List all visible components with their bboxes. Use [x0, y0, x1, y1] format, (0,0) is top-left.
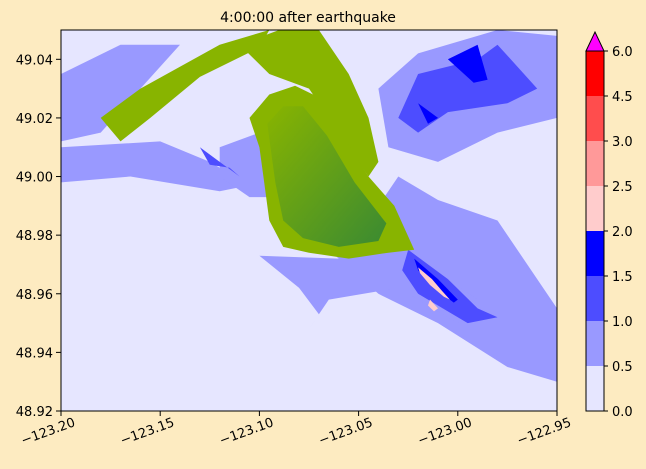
deep-flow-zone-1: [414, 258, 458, 303]
x-tick-label: −123.20: [19, 415, 77, 448]
shallow-flow-zone-2: [61, 141, 250, 192]
high-flow-layer: [418, 267, 450, 312]
colorbar-segment: [586, 231, 604, 276]
colorbar-label: 1.5: [612, 270, 633, 285]
high-flow-zone-1: [418, 267, 450, 300]
land-strip: [100, 30, 270, 142]
x-axis: −123.20 −123.15 −123.10 −123.05 −123.00 −122.…: [19, 411, 573, 449]
x-tick-label: −123.00: [416, 415, 474, 448]
depth-map: [61, 30, 557, 382]
high-flow-zone-2: [428, 299, 438, 312]
colorbar-segment: [586, 141, 604, 186]
colorbar-label: 0.0: [612, 405, 633, 420]
colorbar-label: 0.5: [612, 360, 633, 375]
colorbar-label: 4.5: [612, 90, 633, 105]
deep-flow-zone-2: [447, 44, 488, 83]
colorbar-label: 2.5: [612, 180, 633, 195]
y-tick-label: 48.94: [16, 346, 53, 361]
mid-flow-zone-1: [402, 249, 498, 324]
y-tick-label: 49.04: [16, 53, 53, 68]
plot-frame: [60, 29, 558, 412]
colorbar-extend-triangle: [585, 30, 605, 52]
colorbar-segment: [586, 276, 604, 321]
colorbar-segment: [586, 96, 604, 141]
mid-flow-zone-2: [398, 44, 538, 133]
colorbar-label: 2.0: [612, 225, 633, 240]
y-tick-label: 48.92: [16, 405, 53, 420]
x-tick-label: −122.95: [515, 415, 573, 448]
y-tick-label: 49.02: [16, 112, 53, 127]
y-tick-label: 48.96: [16, 288, 53, 303]
mid-flow-layer: [199, 44, 538, 324]
x-tick-label: −123.15: [118, 415, 176, 448]
colorbar-segment: [586, 366, 604, 411]
shallow-flow-zone-1: [61, 44, 180, 142]
land-island-core: [267, 106, 387, 247]
land-north-arm: [239, 30, 379, 177]
colorbar-label: 3.0: [612, 135, 633, 150]
y-axis: 48.92 48.94 48.96 48.98 49.00 49.02 49.04: [16, 53, 61, 420]
x-tick-label: −123.10: [218, 415, 276, 448]
x-tick-label: −123.05: [317, 415, 375, 448]
y-tick-label: 48.98: [16, 229, 53, 244]
chart-title: 4:00:00 after earthquake: [220, 10, 396, 26]
mid-flow-zone-3: [199, 147, 240, 177]
colorbar-segment: [586, 186, 604, 231]
colorbar-segment: [586, 321, 604, 366]
y-tick-label: 49.00: [16, 171, 53, 186]
deep-flow-layer: [414, 44, 488, 303]
colorbar-label: 1.0: [612, 315, 633, 330]
colorbar-segment: [586, 51, 604, 96]
colorbar: 0.0 0.5 1.0 1.5 2.0 2.5 3.0 4.5 6.0: [585, 30, 633, 420]
deep-flow-zone-3: [418, 103, 438, 124]
land-layer: [100, 30, 415, 259]
colorbar-label: 6.0: [612, 45, 633, 60]
